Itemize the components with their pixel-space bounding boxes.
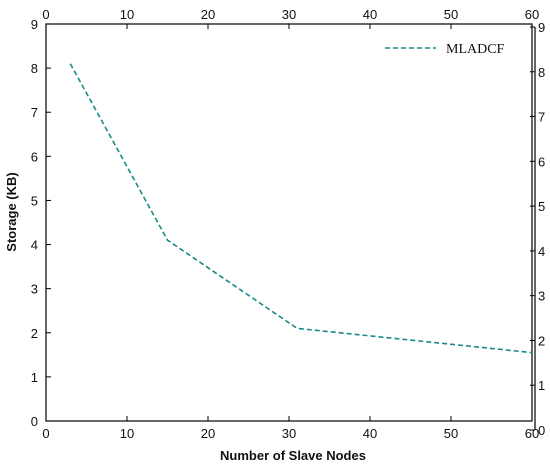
y-tick-label-left: 1 xyxy=(31,370,38,385)
x-tick-label-top: 20 xyxy=(201,7,215,22)
x-tick-label-bottom: 60 xyxy=(525,426,539,441)
y-tick-label-left: 0 xyxy=(31,414,38,429)
x-tick-label-top: 50 xyxy=(444,7,458,22)
series-line-mladcf xyxy=(69,63,533,354)
x-tick-label-bottom: 20 xyxy=(201,426,215,441)
y-tick-label-right: 6 xyxy=(538,154,545,169)
y-tick-label-left: 3 xyxy=(31,282,38,297)
y-tick-label-right: 0 xyxy=(538,423,545,438)
y-tick-label-right: 4 xyxy=(538,244,545,259)
y-tick-label-left: 7 xyxy=(31,105,38,120)
y-tick-label-left: 6 xyxy=(31,149,38,164)
legend: MLADCF xyxy=(385,42,505,57)
y-tick-label-right: 9 xyxy=(538,20,545,35)
x-tick-label-top: 0 xyxy=(42,7,49,22)
y-tick-label-left: 2 xyxy=(31,326,38,341)
y-tick-label-left: 5 xyxy=(31,193,38,208)
y-tick-label-right: 7 xyxy=(538,110,545,125)
x-tick-label-bottom: 0 xyxy=(42,426,49,441)
axis-ticks xyxy=(45,23,535,431)
x-axis-title: Number of Slave Nodes xyxy=(220,448,366,463)
plot-frame xyxy=(45,23,533,422)
x-tick-label-top: 30 xyxy=(282,7,296,22)
series-lines xyxy=(69,63,533,354)
x-tick-label-bottom: 30 xyxy=(282,426,296,441)
y-tick-label-left: 4 xyxy=(31,238,38,253)
y-tick-label-right: 5 xyxy=(538,199,545,214)
x-tick-label-top: 40 xyxy=(363,7,377,22)
tick-labels: 0 10 20 30 40 50 600 10 20 30 40 50 6001234567890123… xyxy=(31,7,545,441)
y-tick-label-left: 8 xyxy=(31,61,38,76)
y-axis-title: Storage (KB) xyxy=(4,172,19,251)
x-tick-label-bottom: 10 xyxy=(120,426,134,441)
y-tick-label-right: 8 xyxy=(538,65,545,80)
x-tick-label-top: 60 xyxy=(525,7,539,22)
y-tick-label-right: 3 xyxy=(538,289,545,304)
y-tick-label-left: 9 xyxy=(31,17,38,32)
x-tick-label-bottom: 50 xyxy=(444,426,458,441)
y-tick-label-right: 2 xyxy=(538,333,545,348)
x-tick-label-bottom: 40 xyxy=(363,426,377,441)
legend-label-mladcf: MLADCF xyxy=(446,42,505,57)
x-tick-label-top: 10 xyxy=(120,7,134,22)
y-tick-label-right: 1 xyxy=(538,378,545,393)
